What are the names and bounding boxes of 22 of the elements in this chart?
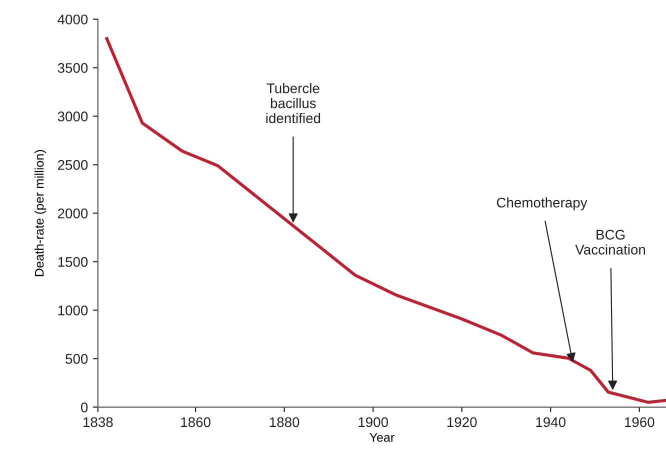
- line-series: [105, 37, 666, 404]
- x-tick-label: 1838: [84, 417, 113, 428]
- x-tick-label: 1880: [270, 417, 300, 428]
- annotation: Chemotherapy: [496, 197, 588, 210]
- y-tick-label: 0: [81, 402, 88, 412]
- x-axis-title: Year: [370, 433, 394, 442]
- x-tick-label: 1920: [447, 417, 477, 428]
- x-tick-label: 1940: [536, 417, 566, 428]
- y-tick-label: 3500: [58, 63, 88, 73]
- y-tick-label: 1000: [58, 306, 88, 316]
- y-tick-label: 500: [66, 354, 88, 364]
- x-tick-label: 1860: [181, 417, 210, 428]
- annotation: BCG Vaccination: [575, 230, 646, 255]
- y-axis-title: Death-rate (per million): [34, 150, 46, 276]
- x-tick-label: 1900: [358, 417, 388, 428]
- x-tick-label: 1960: [624, 417, 654, 428]
- y-tick-label: 2500: [58, 160, 88, 170]
- y-tick-label: 3000: [58, 112, 88, 122]
- annotation: Tubercle bacillus identified: [266, 83, 320, 124]
- y-tick-label: 4000: [58, 14, 88, 24]
- y-tick-label: 1500: [58, 257, 88, 267]
- y-tick-label: 2000: [58, 208, 88, 218]
